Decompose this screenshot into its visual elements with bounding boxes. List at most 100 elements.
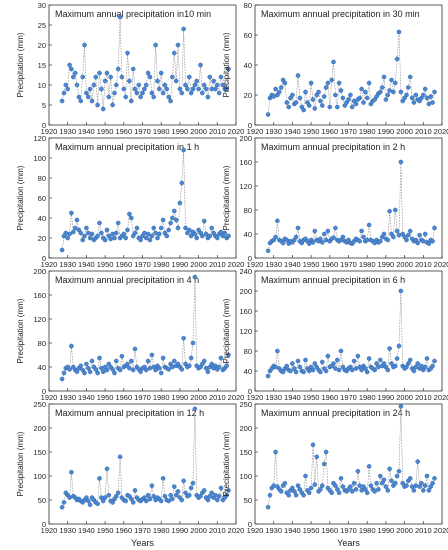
data-point	[183, 225, 188, 231]
data-point	[430, 238, 435, 244]
data-point	[130, 66, 136, 72]
data-point	[201, 488, 207, 493]
data-point	[357, 238, 363, 244]
y-tick-label: 120	[33, 134, 46, 143]
data-point	[162, 82, 168, 88]
data-point	[138, 369, 143, 375]
x-tick-label: 1970	[340, 526, 357, 535]
data-point	[181, 26, 186, 32]
data-point	[273, 86, 278, 92]
data-point	[293, 234, 299, 240]
x-tick-label: 1930	[59, 260, 76, 269]
y-tick-label: 0	[248, 254, 252, 263]
data-point	[428, 94, 434, 99]
data-point	[143, 82, 149, 88]
y-tick-label: 0	[248, 520, 252, 529]
x-tick-label: 1960	[321, 526, 338, 535]
x-tick-label: 2010	[209, 393, 226, 402]
data-point	[301, 492, 306, 498]
data-point	[224, 86, 229, 92]
data-point	[87, 86, 93, 92]
data-point	[69, 469, 74, 475]
data-point	[86, 365, 91, 371]
x-tick-label: 1960	[115, 393, 132, 402]
data-point	[385, 237, 391, 243]
data-point	[117, 367, 123, 373]
data-point	[91, 82, 97, 88]
data-point	[364, 95, 370, 101]
chart-title: Maximum annual precipitation in 1 h	[55, 142, 199, 152]
data-point	[155, 78, 160, 84]
data-point	[280, 240, 286, 246]
data-point	[359, 228, 364, 234]
x-tick-label: 1950	[97, 393, 114, 402]
data-point	[168, 98, 173, 104]
data-point	[398, 404, 404, 409]
data-point	[366, 356, 372, 361]
y-tick-label: 15	[38, 61, 46, 70]
data-point	[364, 369, 370, 375]
data-point	[394, 473, 400, 479]
x-tick-label: 2000	[396, 127, 413, 136]
x-tick-label: 1950	[303, 526, 320, 535]
chart-panel-5: Maximum annual precipitation in 4 h 0 40 80…	[16, 267, 244, 402]
data-point	[100, 369, 106, 375]
data-point	[383, 484, 389, 489]
data-point	[426, 488, 432, 493]
data-point	[340, 95, 346, 101]
data-point	[69, 210, 74, 216]
data-point	[87, 502, 93, 508]
data-point	[366, 222, 372, 228]
y-axis-label: Precipitation (mm)	[16, 32, 25, 97]
data-point	[415, 459, 421, 464]
data-point	[323, 368, 329, 374]
data-point	[357, 483, 363, 488]
y-tick-label: 240	[239, 267, 252, 276]
data-point	[130, 367, 136, 373]
data-point	[65, 86, 70, 92]
data-point	[71, 74, 76, 80]
data-point	[97, 476, 102, 481]
data-point	[110, 367, 115, 372]
data-point	[404, 483, 409, 488]
data-point	[115, 66, 121, 72]
data-point	[59, 98, 65, 104]
x-tick-label: 2000	[396, 526, 413, 535]
data-point	[349, 489, 355, 494]
data-point	[216, 493, 222, 499]
data-point	[119, 353, 125, 359]
x-tick-label: 1940	[284, 393, 301, 402]
x-tick-label: 2010	[415, 393, 432, 402]
data-point	[310, 240, 316, 245]
data-point	[211, 78, 216, 84]
data-point	[143, 367, 149, 373]
data-point	[104, 70, 110, 76]
data-point	[175, 489, 181, 494]
data-point	[334, 357, 340, 363]
data-point	[102, 78, 108, 84]
data-point	[151, 493, 156, 499]
data-point	[405, 361, 411, 366]
data-point	[115, 490, 121, 496]
data-point	[374, 480, 379, 486]
x-tick-label: 1980	[153, 127, 170, 136]
data-point	[394, 356, 400, 361]
data-point	[158, 70, 164, 76]
data-point	[125, 361, 130, 367]
y-tick-label: 20	[38, 234, 46, 243]
y-axis-label: Precipitation (mm)	[16, 298, 25, 363]
data-point	[168, 492, 173, 498]
data-point	[213, 492, 218, 498]
data-point	[355, 353, 361, 359]
x-tick-label: 2000	[396, 393, 413, 402]
y-tick-label: 120	[239, 327, 252, 336]
data-point	[82, 370, 87, 376]
data-point	[265, 248, 271, 254]
data-point	[340, 484, 346, 489]
y-tick-label: 40	[244, 367, 252, 376]
y-tick-label: 150	[33, 448, 46, 457]
data-point	[104, 227, 110, 233]
data-point	[130, 500, 136, 505]
data-point	[338, 348, 344, 354]
